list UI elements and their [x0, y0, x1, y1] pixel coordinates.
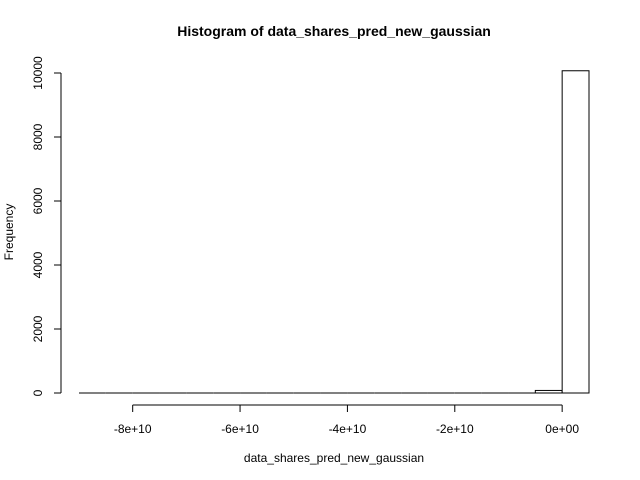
histogram-bar-17: [534, 389, 563, 394]
y-tick-label-4: 8000: [31, 123, 45, 150]
y-tick-label-0: 0: [31, 389, 45, 396]
histogram-bar-18: [561, 70, 590, 394]
x-tick-label-3: -2e+10: [436, 422, 474, 436]
y-tick-label-3: 6000: [31, 187, 45, 214]
y-axis-label: Frequency: [2, 204, 16, 261]
bars-group: [79, 70, 590, 394]
y-tick-label-5: 10000: [31, 56, 45, 90]
y-axis: 0 2000 4000 6000 8000 10000: [31, 56, 62, 396]
x-tick-label-0: -8e+10: [114, 422, 152, 436]
x-axis-label: data_shares_pred_new_gaussian: [244, 451, 424, 465]
y-tick-label-2: 4000: [31, 251, 45, 278]
y-tick-label-1: 2000: [31, 315, 45, 342]
x-tick-label-1: -6e+10: [221, 422, 259, 436]
x-tick-label-2: -4e+10: [329, 422, 367, 436]
chart-title: Histogram of data_shares_pred_new_gaussi…: [177, 23, 491, 39]
x-axis: -8e+10 -6e+10 -4e+10 -2e+10 0e+00: [114, 404, 579, 436]
x-tick-label-4: 0e+00: [545, 422, 579, 436]
